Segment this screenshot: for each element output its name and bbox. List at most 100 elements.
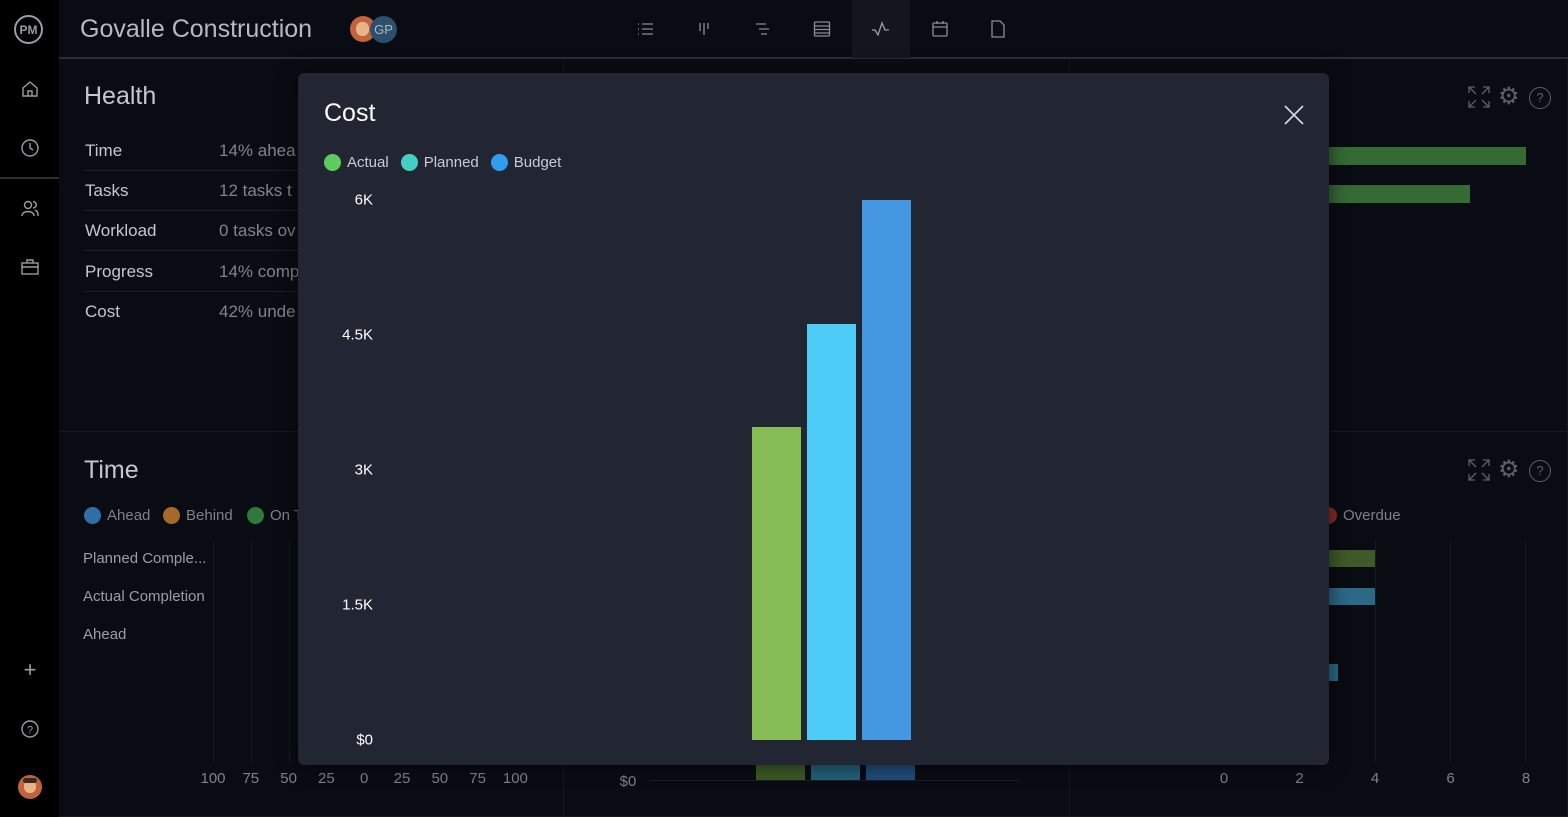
legend-dot	[163, 507, 180, 524]
panel-title: Health	[84, 82, 157, 110]
project-title: Govalle Construction	[80, 15, 313, 43]
bar-budget[interactable]	[862, 200, 911, 740]
y-tick-label: 3K	[354, 461, 373, 479]
row-value: 14% ahea	[219, 141, 296, 160]
tick-label: 0	[1219, 770, 1229, 787]
y-tick-label: 4.5K	[342, 326, 373, 344]
help-icon[interactable]: ?	[17, 716, 43, 742]
legend-item: On T	[247, 507, 303, 524]
sheet-view-icon[interactable]	[793, 0, 851, 58]
y-tick-label: $0	[356, 731, 373, 749]
files-view-icon[interactable]	[969, 0, 1027, 58]
bar	[1320, 185, 1470, 203]
legend-dot	[400, 154, 418, 171]
tick-label: 25	[318, 770, 335, 787]
logo[interactable]: PM	[14, 15, 43, 44]
tick-label: 0	[360, 770, 369, 787]
expand-icon[interactable]	[1468, 459, 1490, 486]
tick-label: $0	[619, 773, 637, 790]
briefcase-icon[interactable]	[17, 254, 43, 280]
health-row: Cost 42% unde	[84, 292, 564, 332]
row-label: Time	[85, 141, 123, 160]
legend-item: Behind	[163, 507, 233, 524]
legend-dot	[324, 154, 341, 171]
top-bar: Govalle Construction GP	[59, 0, 1568, 59]
expand-icon[interactable]	[1468, 86, 1490, 113]
bar	[1320, 550, 1375, 567]
row-label: Actual Completion	[83, 588, 205, 605]
board-view-icon[interactable]	[675, 0, 733, 58]
divider	[0, 177, 59, 179]
list-view-icon[interactable]	[617, 0, 675, 58]
row-value: 14% comp	[219, 262, 300, 281]
bar	[756, 762, 805, 780]
tick-label: 8	[1521, 770, 1531, 787]
gridline	[213, 542, 214, 762]
tick-label: 2	[1295, 770, 1304, 787]
legend-item: Overdue	[1320, 507, 1401, 524]
tick-label: 25	[393, 770, 411, 787]
gear-icon[interactable]: ⚙	[1498, 83, 1520, 110]
gridline	[251, 542, 252, 762]
row-label: Tasks	[85, 181, 129, 200]
row-label: Cost	[85, 302, 120, 321]
bar	[811, 762, 860, 780]
tick-label: 75	[242, 770, 260, 787]
legend-label: Behind	[186, 507, 233, 524]
row-label: Planned Comple...	[83, 550, 207, 567]
tick-label: 6	[1446, 770, 1455, 787]
svg-text:?: ?	[27, 725, 33, 737]
bar-planned[interactable]	[807, 324, 856, 740]
legend-label: On T	[270, 507, 304, 524]
legend-label: Overdue	[1343, 507, 1401, 524]
gridline	[1375, 540, 1376, 762]
legend-label: Planned	[423, 154, 479, 171]
tick-label: 50	[431, 770, 449, 787]
gantt-view-icon[interactable]	[733, 0, 791, 58]
axis-line	[650, 780, 1020, 781]
gridline	[1450, 540, 1451, 762]
tick-label: 75	[469, 770, 486, 787]
legend-label: Ahead	[107, 507, 151, 524]
home-icon[interactable]	[17, 76, 43, 102]
legend-item-budget[interactable]: Budget	[490, 154, 562, 171]
bar-actual[interactable]	[752, 426, 801, 740]
legend-item-planned[interactable]: Planned	[400, 154, 479, 171]
tick-label: 100	[502, 770, 528, 787]
tick-label: 4	[1370, 770, 1380, 787]
plus-icon[interactable]: +	[23, 657, 37, 682]
modal-title: Cost	[324, 99, 376, 127]
users-icon[interactable]	[17, 195, 43, 221]
panel-title: Time	[84, 456, 139, 484]
sidebar: PM + ?	[0, 0, 59, 817]
gridline	[289, 542, 290, 762]
y-tick-label: 1.5K	[342, 596, 373, 614]
legend-dot	[84, 507, 101, 524]
dashboard-view-icon[interactable]	[852, 0, 910, 58]
tick-label: 100	[200, 770, 226, 787]
row-value: 42% unde	[219, 302, 296, 321]
bar	[1320, 588, 1375, 605]
chart-legend: Actual Planned Budget	[324, 154, 561, 171]
row-label: Progress	[85, 262, 154, 281]
close-icon[interactable]	[1284, 105, 1304, 125]
bar	[1320, 147, 1526, 165]
row-label: Ahead	[83, 626, 127, 643]
clock-icon[interactable]	[17, 135, 43, 161]
tick-label: 50	[280, 770, 297, 787]
gear-icon[interactable]: ⚙	[1498, 456, 1520, 483]
legend-item-actual[interactable]: Actual	[324, 154, 389, 171]
legend-label: Actual	[347, 154, 389, 171]
gridline	[1525, 540, 1526, 762]
row-label: Workload	[85, 221, 157, 240]
y-tick-label: 6K	[354, 191, 373, 209]
legend-label: Budget	[513, 154, 562, 171]
legend-item: Ahead	[84, 507, 150, 524]
help-icon[interactable]: ?	[1529, 87, 1551, 109]
help-icon[interactable]: ?	[1529, 460, 1551, 482]
user-avatar[interactable]	[17, 774, 43, 800]
avatar[interactable]: GP	[370, 16, 397, 43]
row-value: 12 tasks t	[219, 181, 292, 200]
legend-dot	[247, 507, 264, 524]
calendar-view-icon[interactable]	[911, 0, 969, 58]
